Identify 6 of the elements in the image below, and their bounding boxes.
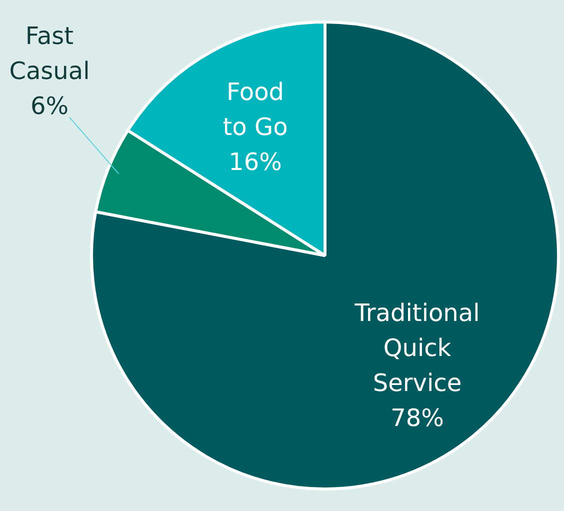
data-label: 16% [228, 148, 282, 176]
data-label: 6% [30, 92, 69, 120]
slice-label: Fast Casual [9, 22, 90, 86]
data-label: 78% [390, 404, 444, 432]
slice-label: Food to Go [222, 78, 288, 141]
slice-label: Traditional Quick Service [354, 298, 480, 397]
